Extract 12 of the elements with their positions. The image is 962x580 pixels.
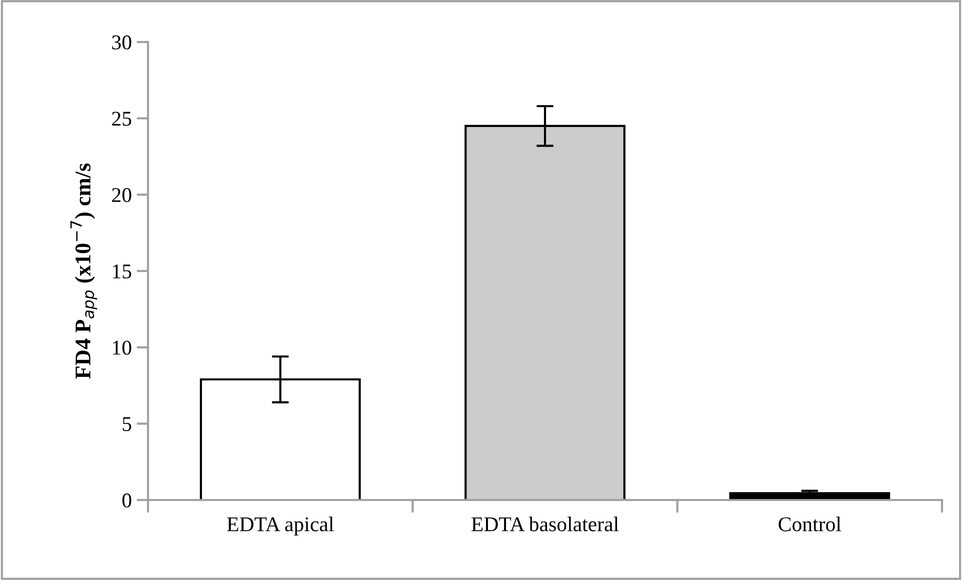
x-tick-label: EDTA apical <box>227 516 334 536</box>
y-tick-label: 5 <box>122 417 132 432</box>
x-tick-label: Control <box>778 516 842 532</box>
y-tick-label: 25 <box>112 112 132 126</box>
y-tick-label: 20 <box>112 188 132 202</box>
bar <box>729 492 890 500</box>
y-tick-label: 15 <box>113 264 132 278</box>
y-axis-title: FD4 P$_{app}$ (x10$^{−7}$) cm/s <box>70 164 98 379</box>
y-tick-label: 30 <box>112 35 132 50</box>
y-tick-label: 10 <box>113 340 132 355</box>
y-tick-label: 0 <box>122 493 132 508</box>
x-tick-label: EDTA basolateral <box>472 516 619 532</box>
